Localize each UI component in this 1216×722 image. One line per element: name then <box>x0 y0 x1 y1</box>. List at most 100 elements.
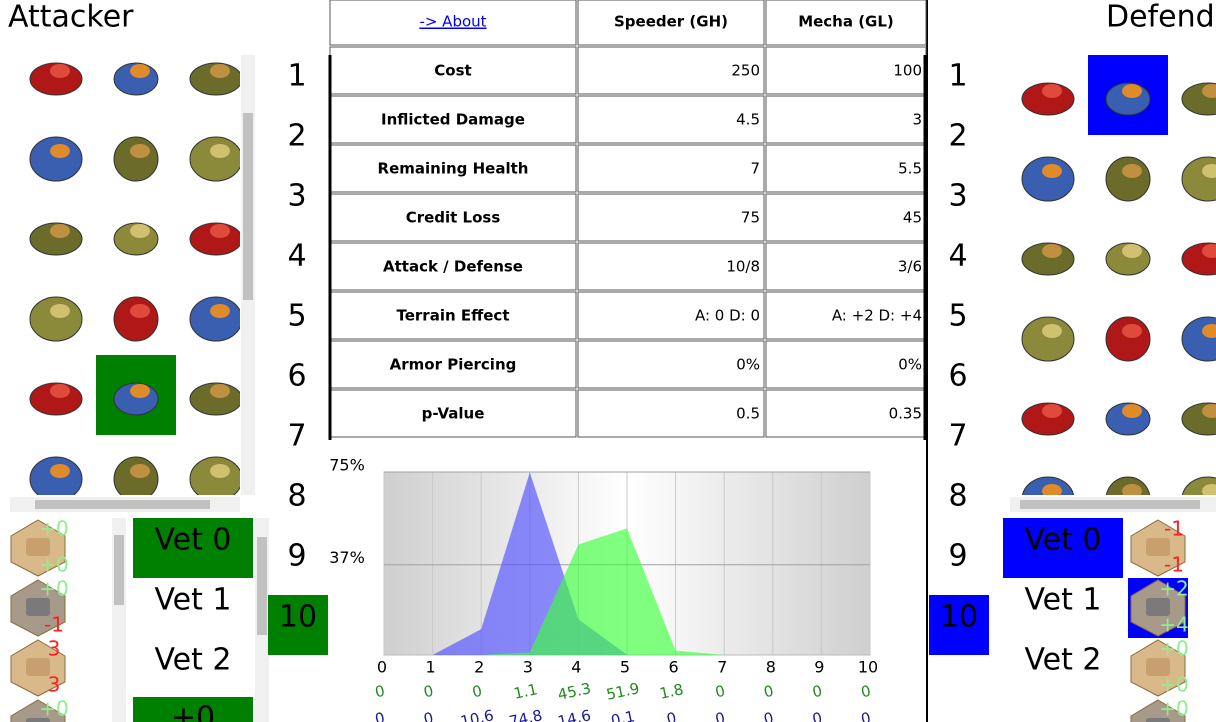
unit-icon-detail <box>1042 484 1062 495</box>
x-tick-label: 3 <box>523 658 533 677</box>
slot-number[interactable]: 5 <box>948 299 967 334</box>
scroll-thumb[interactable] <box>1020 500 1200 509</box>
unit-icon[interactable] <box>113 136 159 182</box>
slot-number[interactable]: 2 <box>948 119 967 154</box>
table-cell <box>577 193 765 242</box>
terrain-modifier: +2 <box>1159 577 1188 601</box>
unit-icon-detail <box>1042 84 1062 98</box>
unit-icon-detail <box>1202 164 1216 178</box>
vet-option[interactable]: +0 <box>171 701 215 722</box>
unit-icon[interactable] <box>1105 316 1151 362</box>
value-label: 0 <box>762 709 775 722</box>
slot-number[interactable]: 6 <box>948 359 967 394</box>
defender-units[interactable] <box>1021 55 1216 521</box>
slot-number[interactable]: 10 <box>940 600 978 635</box>
unit-icon[interactable] <box>113 456 159 501</box>
selected-slot[interactable] <box>268 595 328 655</box>
attacker-title: Attacker <box>8 0 134 35</box>
unit-icon[interactable] <box>189 456 242 501</box>
slot-number[interactable]: 5 <box>287 299 306 334</box>
x-tick-label: 6 <box>669 658 679 677</box>
cell-value: 100 <box>893 62 922 80</box>
table-cell <box>329 242 577 291</box>
value-label: 0 <box>373 682 386 702</box>
vet-option[interactable]: Vet 1 <box>154 583 231 618</box>
unit-icon[interactable] <box>1181 316 1216 362</box>
slot-number[interactable]: 7 <box>287 419 306 454</box>
about-link[interactable]: -> About <box>419 13 486 31</box>
cell-value: 45 <box>903 209 922 227</box>
unit-icon[interactable] <box>1021 316 1075 362</box>
x-tick-label: 10 <box>858 658 878 677</box>
x-tick-label: 9 <box>814 658 824 677</box>
slot-number[interactable]: 7 <box>948 419 967 454</box>
unit-icon-detail <box>50 144 70 158</box>
unit-icon[interactable] <box>189 136 242 182</box>
slot-number[interactable]: 2 <box>287 119 306 154</box>
unit-icon-detail <box>130 224 150 238</box>
terrain-tile[interactable] <box>10 699 66 722</box>
value-label: 74.8 <box>507 706 543 722</box>
vet-option[interactable]: Vet 0 <box>154 523 231 558</box>
value-label: 0 <box>422 682 435 702</box>
header-cell <box>577 0 765 46</box>
slot-number[interactable]: 6 <box>287 359 306 394</box>
attacker-units[interactable] <box>29 62 242 501</box>
unit-icon-detail <box>1122 164 1142 178</box>
slot-number[interactable]: 3 <box>948 179 967 214</box>
unit-icon-detail <box>1202 84 1216 98</box>
scroll-thumb[interactable] <box>243 113 253 300</box>
cell-value: 5.5 <box>898 160 922 178</box>
unit-icon[interactable] <box>1105 156 1151 202</box>
area <box>384 528 870 655</box>
defender-title: Defend <box>1106 0 1215 35</box>
scroll-thumb[interactable] <box>114 535 124 605</box>
slot-number[interactable]: 4 <box>948 239 967 274</box>
value-label: 0 <box>714 682 727 702</box>
unit-icon-detail <box>130 64 150 78</box>
vet-selected[interactable] <box>133 518 253 578</box>
slot-number[interactable]: 4 <box>287 239 306 274</box>
cell-value: 0.5 <box>736 405 760 423</box>
cell-value: 3/6 <box>898 258 922 276</box>
unit-icon[interactable] <box>29 296 83 342</box>
vet-option[interactable]: Vet 2 <box>154 643 231 678</box>
selected-slot[interactable] <box>929 595 989 655</box>
terrain-modifier: 3 <box>48 673 61 697</box>
table-cell <box>577 95 765 144</box>
slot-number[interactable]: 8 <box>948 479 967 514</box>
x-tick-label: 4 <box>571 658 581 677</box>
terrain-tile[interactable] <box>1130 699 1186 722</box>
unit-icon[interactable] <box>189 296 242 342</box>
slot-number[interactable]: 1 <box>287 59 306 94</box>
table-cell <box>765 340 927 389</box>
scroll-thumb[interactable] <box>35 500 210 509</box>
unit-icon-detail <box>210 64 230 78</box>
slot-number[interactable]: 1 <box>948 59 967 94</box>
slot-number[interactable]: 9 <box>948 539 967 574</box>
value-label: 51.9 <box>605 679 641 704</box>
slot-number[interactable]: 9 <box>287 539 306 574</box>
unit-icon-detail <box>50 464 70 478</box>
terrain-modifier: +4 <box>1159 613 1188 637</box>
table-cell <box>577 46 765 95</box>
vet-selected[interactable] <box>1003 518 1123 578</box>
slot-number[interactable]: 10 <box>279 600 317 635</box>
table-cell <box>329 144 577 193</box>
unit-icon-detail <box>130 304 150 318</box>
unit-icon[interactable] <box>29 136 83 182</box>
slot-number[interactable]: 3 <box>287 179 306 214</box>
vet-option[interactable]: Vet 1 <box>1024 583 1101 618</box>
unit-icon[interactable] <box>1181 156 1216 202</box>
slot-number[interactable]: 8 <box>287 479 306 514</box>
unit-icon-detail <box>130 464 150 478</box>
unit-icon[interactable] <box>29 456 83 501</box>
scroll-thumb[interactable] <box>257 537 267 635</box>
x-tick-label: 7 <box>717 658 727 677</box>
vet-selected[interactable] <box>133 697 253 722</box>
vet-option[interactable]: Vet 0 <box>1024 523 1101 558</box>
unit-icon[interactable] <box>113 296 159 342</box>
unit-icon-detail <box>1042 244 1062 258</box>
unit-icon[interactable] <box>1021 156 1075 202</box>
vet-option[interactable]: Vet 2 <box>1024 643 1101 678</box>
